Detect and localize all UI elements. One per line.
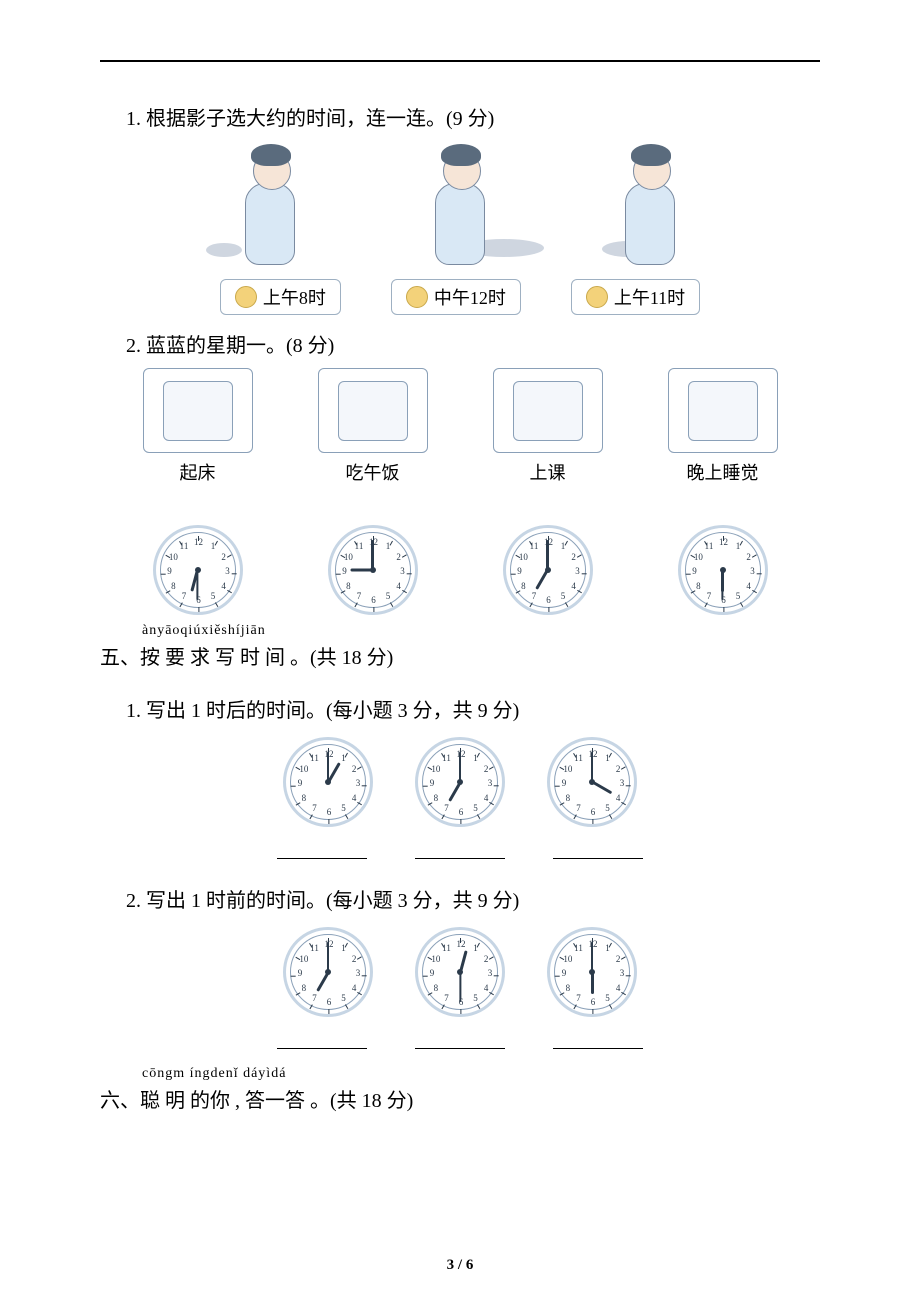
badge-label-2: 中午12时 bbox=[434, 284, 506, 310]
child-figure-2 bbox=[405, 145, 515, 265]
cartoon-child-icon bbox=[245, 183, 295, 265]
clock-icon: 121234567891011 bbox=[547, 927, 637, 1017]
clock-column: 121234567891011 bbox=[128, 525, 268, 615]
activity-image-sleep bbox=[668, 368, 778, 453]
clock-icon: 121234567891011 bbox=[283, 737, 373, 827]
activity-label-3: 上课 bbox=[530, 459, 566, 485]
q5-1-text: 1. 写出 1 时后的时间。(每小题 3 分，共 9 分) bbox=[126, 694, 820, 723]
activity-image-class bbox=[493, 368, 603, 453]
badge-label-1: 上午8时 bbox=[263, 284, 326, 310]
clock-icon: 121234567891011 bbox=[415, 927, 505, 1017]
clock-icon: 121234567891011 bbox=[678, 525, 768, 615]
q1-badges-row: 上午8时 中午12时 上午11时 bbox=[100, 279, 820, 315]
top-rule bbox=[100, 60, 820, 62]
clock-column: 121234567891011 bbox=[303, 525, 443, 615]
activity-label-2: 吃午饭 bbox=[346, 459, 400, 485]
answer-blank bbox=[553, 1031, 643, 1049]
sun-icon bbox=[586, 286, 608, 308]
answer-blank bbox=[277, 1031, 367, 1049]
activity-label-4: 晚上睡觉 bbox=[687, 459, 759, 485]
clock-icon: 121234567891011 bbox=[503, 525, 593, 615]
q5-1-clocks-row: 121234567891011 121234567891011 1212345678… bbox=[100, 737, 820, 827]
clock-icon: 121234567891011 bbox=[415, 737, 505, 827]
answer-blank bbox=[415, 1031, 505, 1049]
clock-column: 121234567891011 bbox=[653, 525, 793, 615]
sun-icon bbox=[406, 286, 428, 308]
answer-blank bbox=[277, 841, 367, 859]
activity-3: 上课 bbox=[478, 368, 618, 485]
section-5-text: 五、按 要 求 写 时 间 。(共 18 分) bbox=[100, 647, 393, 669]
activity-1: 起床 bbox=[128, 368, 268, 485]
section-6-pinyin: cōngm íngdenǐ dáyìdá bbox=[142, 1066, 286, 1082]
time-badge-1: 上午8时 bbox=[220, 279, 341, 315]
clock-column: 121234567891011 bbox=[478, 525, 618, 615]
cartoon-child-icon bbox=[435, 183, 485, 265]
shadow-1 bbox=[206, 243, 242, 257]
activity-label-1: 起床 bbox=[180, 459, 216, 485]
clock-icon: 121234567891011 bbox=[153, 525, 243, 615]
section-6-heading: cōngm íngdenǐ dáyìdá 六、聪 明 的你 , 答一答 。(共 … bbox=[100, 1084, 820, 1113]
activity-4: 晚上睡觉 bbox=[653, 368, 793, 485]
clock-icon: 121234567891011 bbox=[283, 927, 373, 1017]
section-5-heading: ànyāoqiúxiěshíjiān 五、按 要 求 写 时 间 。(共 18 … bbox=[100, 641, 820, 670]
time-badge-2: 中午12时 bbox=[391, 279, 521, 315]
q1-figures-row bbox=[100, 145, 820, 265]
time-badge-3: 上午11时 bbox=[571, 279, 700, 315]
activity-2: 吃午饭 bbox=[303, 368, 443, 485]
q5-2-text: 2. 写出 1 时前的时间。(每小题 3 分，共 9 分) bbox=[126, 884, 820, 913]
q2-activities-row: 起床 吃午饭 上课 晚上睡觉 bbox=[100, 368, 820, 485]
activity-image-wake bbox=[143, 368, 253, 453]
q5-1-answer-row bbox=[100, 833, 820, 864]
q5-2-answer-row bbox=[100, 1023, 820, 1054]
q2-clocks-row: 121234567891011 121234567891011 1212345678… bbox=[100, 525, 820, 615]
child-figure-3 bbox=[595, 145, 705, 265]
answer-blank bbox=[553, 841, 643, 859]
clock-icon: 121234567891011 bbox=[547, 737, 637, 827]
activity-image-lunch bbox=[318, 368, 428, 453]
section-5-pinyin: ànyāoqiúxiěshíjiān bbox=[142, 623, 266, 639]
q2-text: 2. 蓝蓝的星期一。(8 分) bbox=[126, 329, 820, 358]
section-6-text: 六、聪 明 的你 , 答一答 。(共 18 分) bbox=[100, 1090, 413, 1112]
answer-blank bbox=[415, 841, 505, 859]
q1-text: 1. 根据影子选大约的时间，连一连。(9 分) bbox=[126, 102, 820, 131]
sun-icon bbox=[235, 286, 257, 308]
page-number: 3 / 6 bbox=[100, 1257, 820, 1274]
cartoon-child-icon bbox=[625, 183, 675, 265]
q5-2-clocks-row: 121234567891011 121234567891011 1212345678… bbox=[100, 927, 820, 1017]
clock-icon: 121234567891011 bbox=[328, 525, 418, 615]
child-figure-1 bbox=[215, 145, 325, 265]
badge-label-3: 上午11时 bbox=[614, 284, 685, 310]
